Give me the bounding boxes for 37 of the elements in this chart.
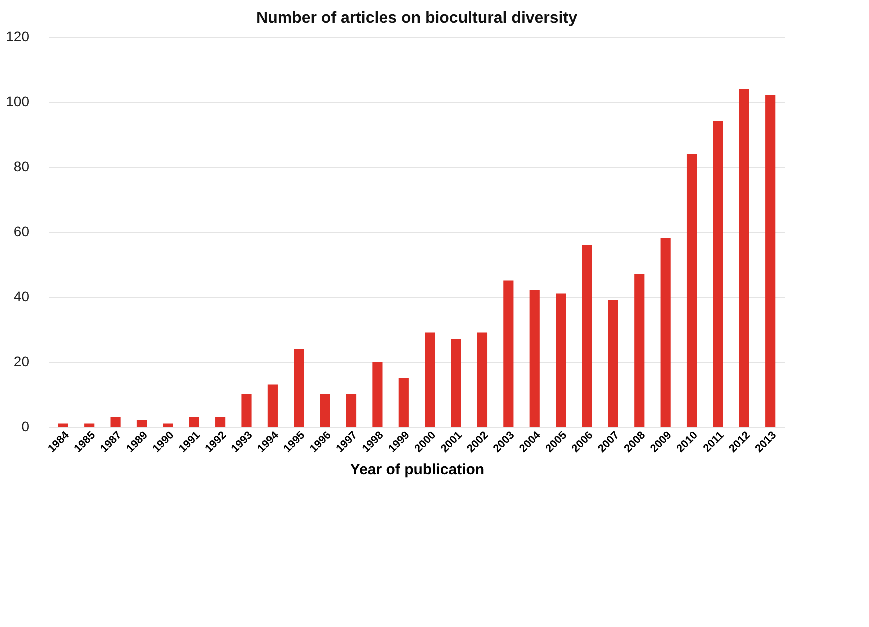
bar xyxy=(320,394,330,427)
x-axis-title: Year of publication xyxy=(350,462,485,479)
bar xyxy=(425,332,436,427)
bar xyxy=(530,290,540,427)
bar xyxy=(216,417,226,427)
bar xyxy=(372,362,383,427)
bar xyxy=(713,122,724,427)
chart-title: Number of articles on biocultural diversity xyxy=(256,10,578,27)
bar xyxy=(556,294,566,427)
bar xyxy=(294,349,304,427)
bar xyxy=(58,424,68,427)
bar xyxy=(608,300,618,427)
y-tick-label: 0 xyxy=(22,418,30,434)
bar xyxy=(242,394,252,427)
y-tick-label: 100 xyxy=(6,94,30,110)
y-tick-label: 20 xyxy=(14,354,30,370)
bar xyxy=(686,154,698,427)
y-tick-label: 120 xyxy=(6,28,30,44)
bar xyxy=(766,96,776,427)
bar xyxy=(136,420,148,427)
bar xyxy=(739,89,750,427)
bar xyxy=(268,384,278,427)
bar xyxy=(582,245,592,427)
bar xyxy=(189,417,200,427)
bar xyxy=(163,424,174,427)
y-tick-label: 40 xyxy=(14,288,30,304)
y-tick-label: 80 xyxy=(14,158,30,174)
bar xyxy=(84,424,95,427)
bar xyxy=(110,417,121,427)
bar xyxy=(660,238,671,427)
bar xyxy=(346,394,357,427)
bar xyxy=(398,378,409,427)
y-tick-label: 60 xyxy=(14,224,30,240)
bar xyxy=(477,332,488,427)
bar xyxy=(504,280,514,427)
bar xyxy=(451,339,462,427)
bar xyxy=(634,274,645,427)
